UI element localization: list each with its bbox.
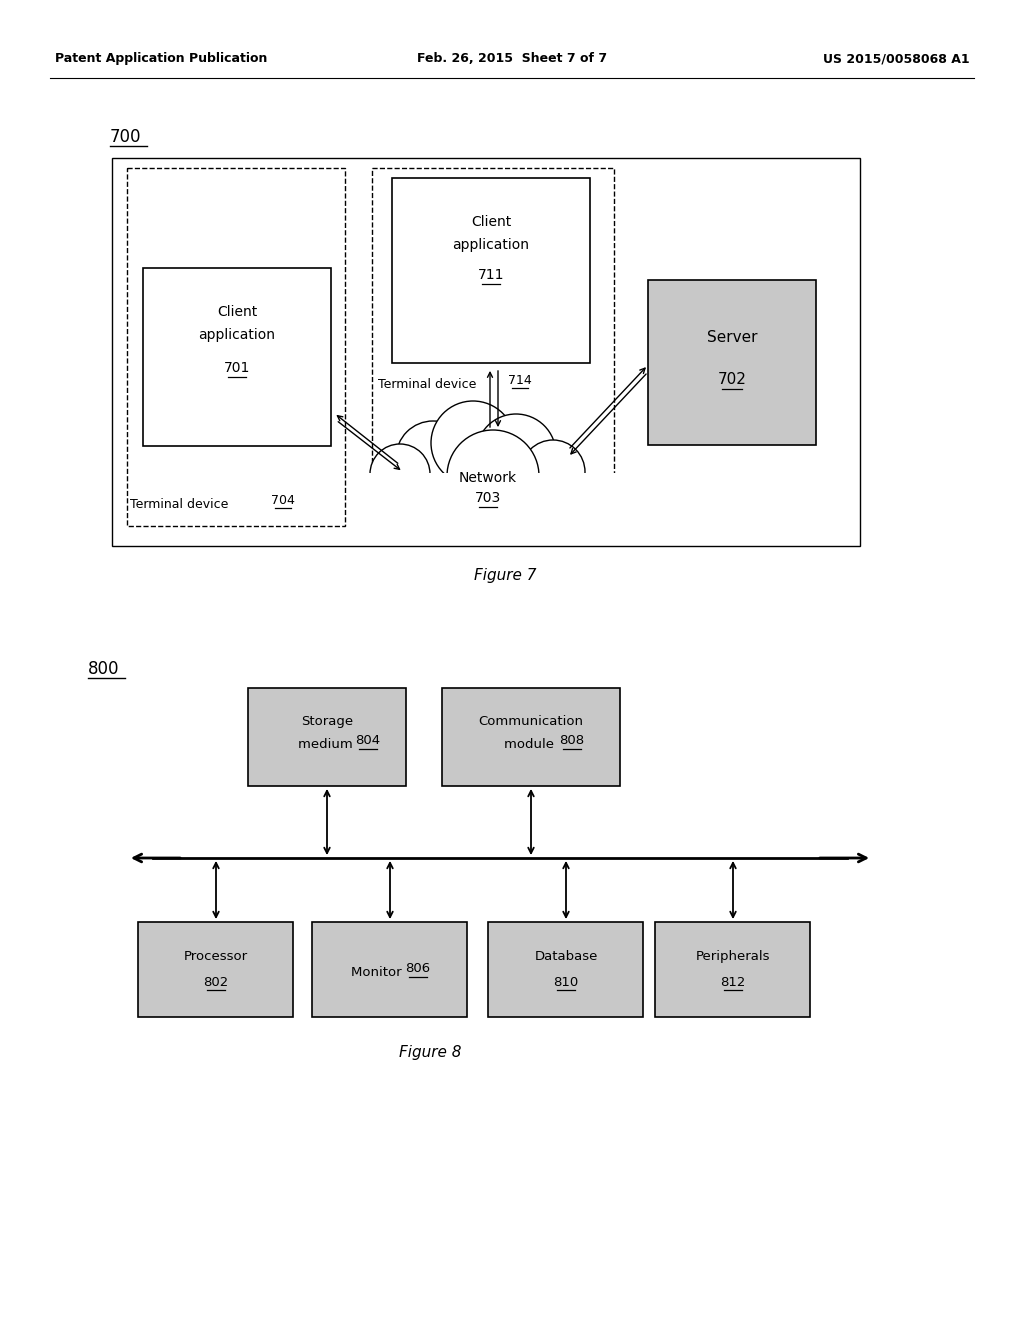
Text: Patent Application Publication: Patent Application Publication — [55, 51, 267, 65]
Circle shape — [521, 440, 585, 504]
FancyBboxPatch shape — [648, 280, 816, 445]
Text: Monitor: Monitor — [350, 966, 406, 979]
Text: application: application — [453, 238, 529, 252]
Text: 806: 806 — [406, 962, 430, 975]
Text: 714: 714 — [508, 374, 531, 387]
Text: US 2015/0058068 A1: US 2015/0058068 A1 — [823, 51, 970, 65]
Text: 701: 701 — [224, 360, 250, 375]
Text: 800: 800 — [88, 660, 120, 678]
Text: 808: 808 — [559, 734, 585, 747]
FancyBboxPatch shape — [143, 268, 331, 446]
Text: 702: 702 — [718, 372, 746, 388]
Text: Terminal device: Terminal device — [378, 378, 480, 391]
Text: 804: 804 — [355, 734, 381, 747]
Text: medium: medium — [298, 738, 356, 751]
Text: 812: 812 — [720, 975, 745, 989]
FancyBboxPatch shape — [248, 688, 406, 785]
Text: Client: Client — [471, 215, 511, 228]
Text: Figure 7: Figure 7 — [474, 568, 537, 583]
Circle shape — [396, 421, 470, 495]
Bar — [358, 473, 628, 528]
FancyBboxPatch shape — [138, 921, 293, 1016]
Text: Feb. 26, 2015  Sheet 7 of 7: Feb. 26, 2015 Sheet 7 of 7 — [417, 51, 607, 65]
Text: 700: 700 — [110, 128, 141, 147]
Text: Communication: Communication — [478, 715, 584, 729]
Text: application: application — [199, 327, 275, 342]
Text: Network: Network — [459, 471, 517, 484]
Text: 704: 704 — [271, 494, 295, 507]
FancyBboxPatch shape — [488, 921, 643, 1016]
Text: Figure 8: Figure 8 — [398, 1045, 461, 1060]
Text: Client: Client — [217, 305, 257, 319]
Text: Peripherals: Peripherals — [695, 950, 770, 964]
Text: 711: 711 — [478, 268, 504, 282]
FancyBboxPatch shape — [127, 168, 345, 525]
Circle shape — [431, 401, 515, 484]
FancyBboxPatch shape — [372, 168, 614, 525]
FancyBboxPatch shape — [655, 921, 810, 1016]
FancyBboxPatch shape — [112, 158, 860, 546]
Text: Database: Database — [535, 950, 598, 964]
Text: Server: Server — [707, 330, 758, 345]
Text: 810: 810 — [553, 975, 579, 989]
Circle shape — [476, 414, 556, 494]
FancyBboxPatch shape — [392, 178, 590, 363]
Circle shape — [447, 430, 539, 521]
FancyBboxPatch shape — [312, 921, 467, 1016]
Text: Storage: Storage — [301, 715, 353, 729]
Text: 802: 802 — [204, 975, 228, 989]
FancyBboxPatch shape — [442, 688, 620, 785]
Text: Terminal device: Terminal device — [130, 498, 232, 511]
Text: module: module — [504, 738, 558, 751]
Text: Processor: Processor — [184, 950, 248, 964]
Text: 703: 703 — [475, 491, 501, 506]
Circle shape — [370, 444, 430, 504]
